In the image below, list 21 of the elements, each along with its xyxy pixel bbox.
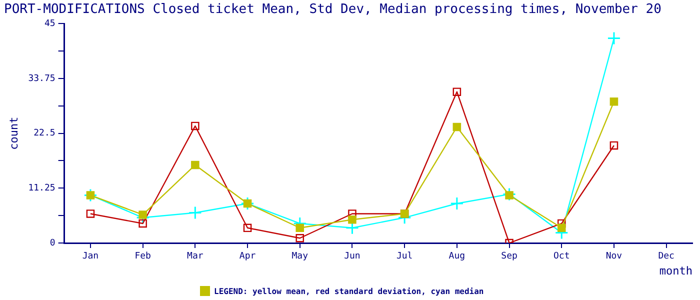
- x-tick-label: Aug: [448, 252, 466, 262]
- text: LEGEND: yellow mean, red standard deviation, cyan median: [214, 286, 484, 296]
- x-tick-label: May: [292, 252, 309, 262]
- y-tick-label: 33.75: [28, 74, 56, 84]
- y-axis-title: count: [7, 116, 20, 150]
- y-tick-label: 11.25: [28, 183, 56, 194]
- x-tick-label: Jul: [396, 252, 413, 262]
- y-tick-label: 0: [50, 238, 56, 248]
- x-tick-label: Mar: [187, 252, 204, 262]
- x-tick-label: Feb: [134, 252, 151, 262]
- x-tick-label: Oct: [553, 252, 570, 262]
- x-tick-label: Apr: [239, 252, 256, 262]
- x-tick-label: Dec: [658, 252, 674, 262]
- x-tick-label: Nov: [606, 252, 622, 262]
- x-tick-label: Sep: [501, 252, 518, 262]
- chart-title: PORT-MODIFICATIONS Closed ticket Mean, Std Dev, Median processing times, November 20: [4, 2, 662, 18]
- x-tick-label: Jan: [82, 252, 99, 262]
- y-tick-label: 22.5: [34, 128, 56, 139]
- x-axis-title: month: [659, 264, 692, 278]
- x-tick-label: Jun: [344, 252, 360, 262]
- y-tick-label: 45: [44, 18, 56, 29]
